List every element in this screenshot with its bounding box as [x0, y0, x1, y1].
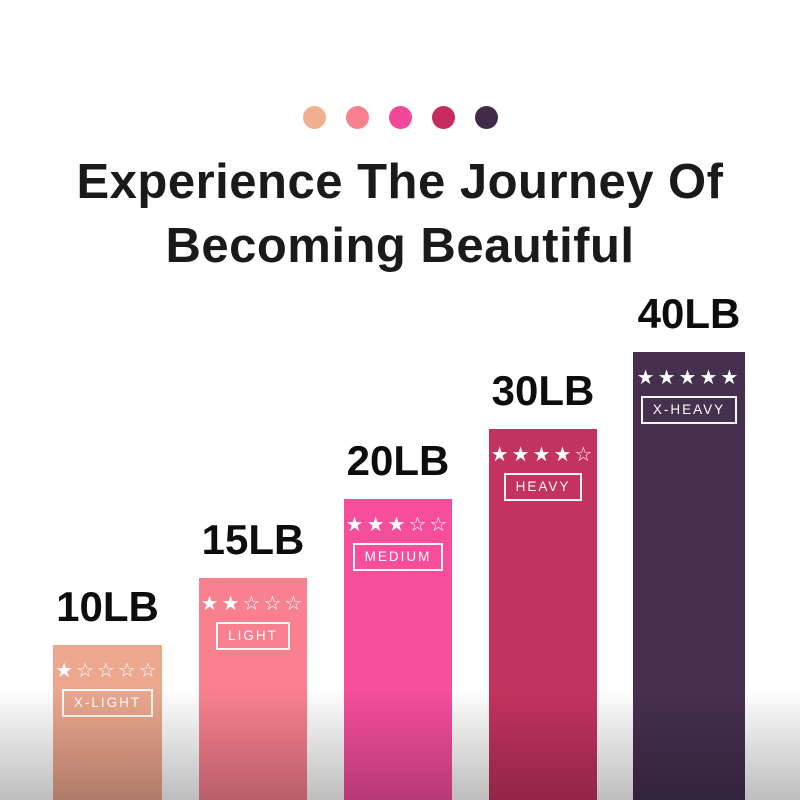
star-rating-icons: ★★★☆☆	[345, 512, 451, 536]
bar-weight-label: 15LB	[201, 516, 305, 563]
bar-group-30lb: 30LB ★★★★☆ HEAVY	[489, 0, 597, 800]
star-rating-icons: ★★☆☆☆	[200, 591, 306, 615]
bar-column-heavy: ★★★★☆ HEAVY	[489, 429, 597, 800]
palette-dot-5	[474, 106, 498, 129]
page-title: Experience The Journey Of Becoming Beaut…	[0, 150, 800, 278]
bar-group-20lb: 20LB ★★★☆☆ MEDIUM	[344, 0, 452, 800]
bar-weight-label: 20LB	[346, 437, 450, 484]
resistance-level-badge: X-LIGHT	[61, 689, 154, 717]
bar-weight-label: 40LB	[637, 290, 741, 337]
bar-group-10lb: 10LB ★☆☆☆☆ X-LIGHT	[53, 0, 162, 800]
title-line-1: Experience The Journey Of	[76, 155, 724, 209]
bar-group-40lb: 40LB ★★★★★ X-HEAVY	[633, 0, 745, 800]
bar-group-15lb: 15LB ★★☆☆☆ LIGHT	[199, 0, 307, 800]
resistance-level-badge: MEDIUM	[352, 543, 444, 571]
bar-column-medium: ★★★☆☆ MEDIUM	[344, 499, 452, 800]
bar-column-x-heavy: ★★★★★ X-HEAVY	[633, 352, 745, 800]
bar-weight-label: 30LB	[491, 367, 595, 414]
resistance-level-badge: LIGHT	[216, 622, 290, 650]
palette-dot-4	[431, 106, 455, 129]
palette-dot-1	[302, 106, 326, 129]
palette-dot-2	[345, 106, 369, 129]
resistance-level-badge: X-HEAVY	[640, 396, 738, 424]
star-rating-icons: ★★★★★	[636, 365, 742, 389]
bar-column-light: ★★☆☆☆ LIGHT	[199, 578, 307, 800]
title-line-2: Becoming Beautiful	[165, 219, 635, 273]
bar-weight-label: 10LB	[56, 583, 159, 630]
resistance-level-badge: HEAVY	[503, 473, 583, 501]
star-rating-icons: ★★★★☆	[490, 442, 596, 466]
bar-column-x-light: ★☆☆☆☆ X-LIGHT	[53, 645, 162, 800]
palette-dots	[0, 106, 800, 129]
star-rating-icons: ★☆☆☆☆	[55, 658, 160, 682]
palette-dot-3	[388, 106, 412, 129]
